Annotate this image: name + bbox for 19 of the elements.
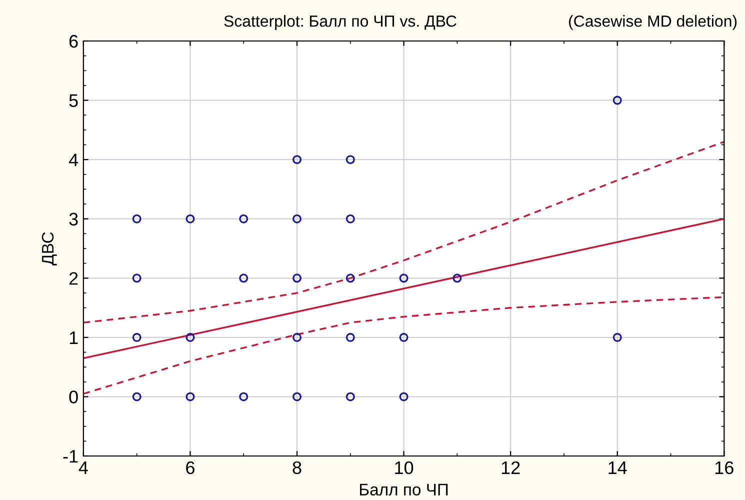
x-tick-label: 10: [395, 461, 414, 474]
y-tick-label: 4: [68, 154, 78, 166]
y-tick-label: 0: [69, 390, 78, 404]
x-tick-label: 16: [715, 461, 734, 474]
chart-subtitle: (Casewise MD deletion): [569, 15, 737, 30]
x-tick-label: 8: [292, 461, 302, 474]
x-tick-label: 4: [78, 462, 88, 474]
chart-title: Scatterplot: Балл по ЧП vs. ДВС: [224, 15, 456, 30]
y-tick-label: 1: [70, 332, 78, 344]
y-tick-label: 2: [69, 272, 78, 285]
y-axis-title: ДВС: [42, 232, 57, 266]
y-tick-label: -1: [63, 450, 78, 463]
y-tick-label: 6: [69, 34, 78, 48]
x-tick-label: 14: [608, 462, 627, 474]
y-tick-label: 3: [69, 212, 78, 226]
x-axis-title: Балл по ЧП: [360, 484, 448, 496]
y-tick-label: 5: [69, 94, 78, 108]
x-tick-label: 12: [502, 461, 520, 474]
x-tick-label: 6: [186, 461, 194, 474]
